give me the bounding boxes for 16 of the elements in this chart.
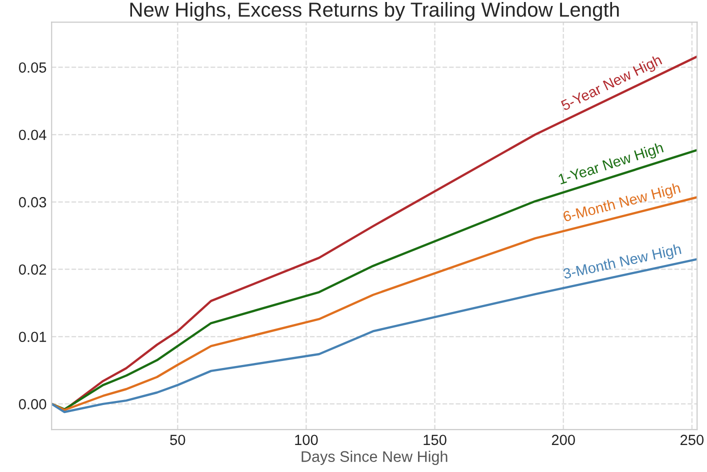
x-tick-label: 200 xyxy=(552,434,575,446)
y-tick-label: 0.03 xyxy=(18,197,46,208)
annotation: 1-Year New High xyxy=(558,142,665,188)
x-tick-label: 50 xyxy=(170,434,186,446)
x-tick-label: 150 xyxy=(424,434,446,446)
y-tick-label: 0.01 xyxy=(18,332,46,342)
y-tick-label: 0.05 xyxy=(18,62,46,73)
y-tick-label: 0.02 xyxy=(18,264,46,275)
x-tick-label: 100 xyxy=(295,434,318,446)
annotation: 3-Month New High xyxy=(562,243,682,282)
y-tick-label: 0.00 xyxy=(18,399,46,410)
y-tick-label: 0.04 xyxy=(18,130,46,140)
x-tick-label: 250 xyxy=(680,434,704,446)
x-axis-title: Days Since New High xyxy=(302,450,448,465)
chart-title: New Highs, Excess Returns by Trailing Window Length xyxy=(130,2,619,21)
annotation: 5-Year New High xyxy=(560,54,664,114)
